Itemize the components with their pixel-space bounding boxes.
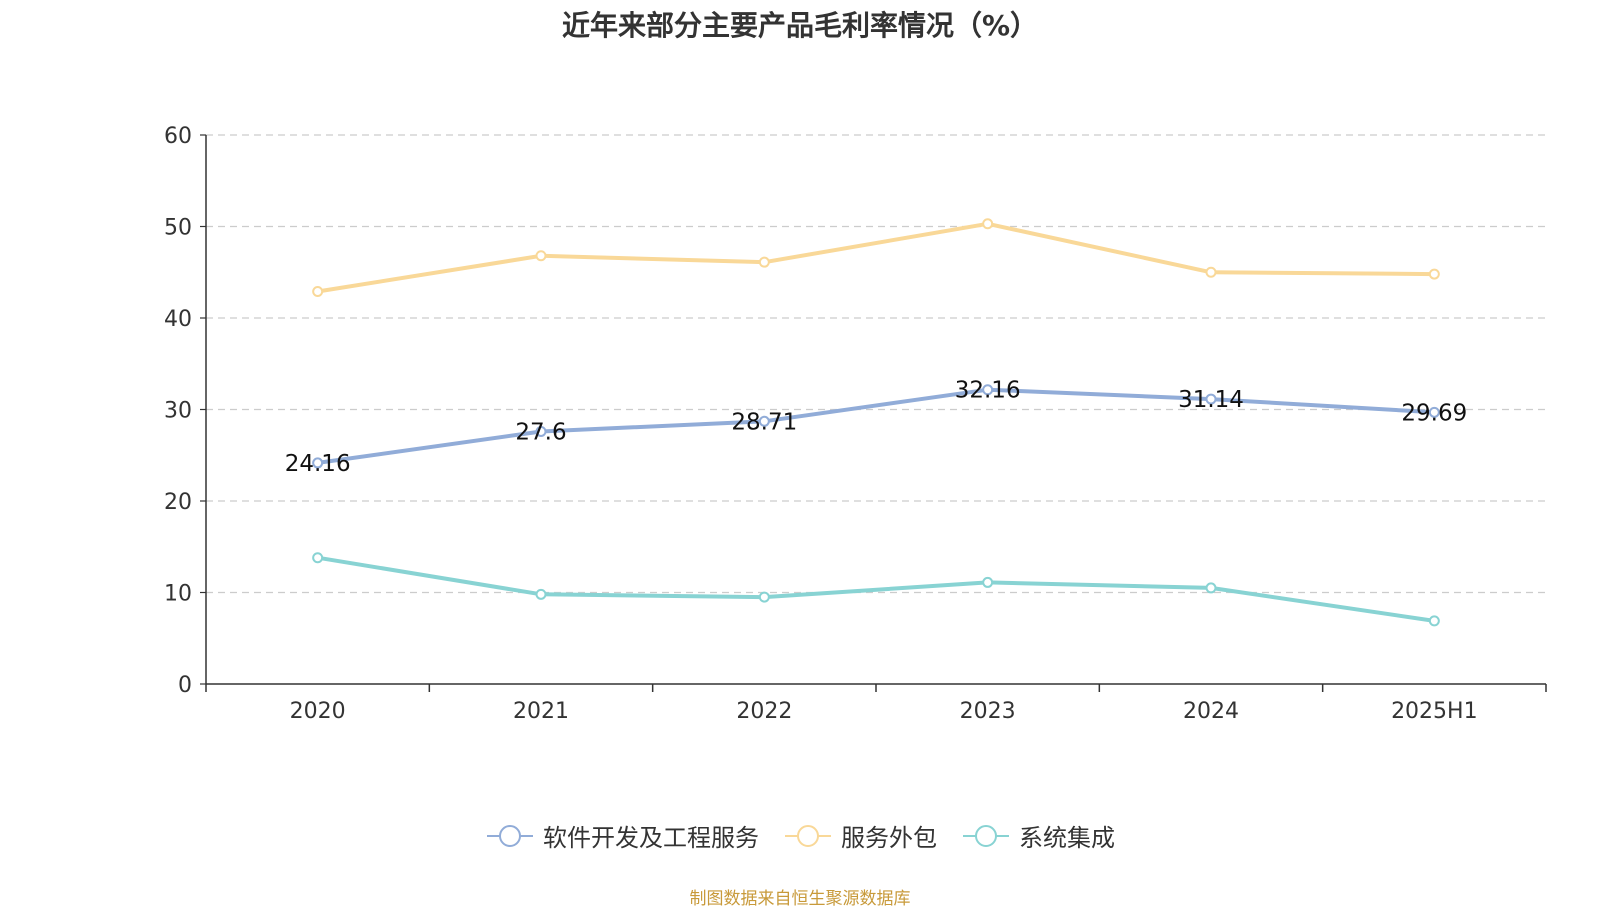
legend-item[interactable]: 软件开发及工程服务 — [485, 818, 759, 853]
gridlines — [206, 134, 1546, 594]
legend: 软件开发及工程服务 服务外包 系统集成 — [0, 818, 1600, 853]
data-label: 31.14 — [1178, 387, 1244, 413]
data-point — [982, 218, 994, 230]
data-point — [1428, 406, 1440, 418]
legend-label: 服务外包 — [841, 824, 937, 852]
legend-label: 软件开发及工程服务 — [543, 824, 759, 852]
data-point — [312, 285, 324, 297]
data-labels: 24.16 27.6 28.71 32.16 31.14 29.69 — [285, 378, 1468, 477]
legend-item[interactable]: 系统集成 — [961, 818, 1115, 853]
y-tick-label: 40 — [164, 307, 192, 332]
data-point — [982, 576, 994, 588]
legend-swatch-icon — [963, 824, 1009, 847]
legend-swatch-icon — [487, 824, 533, 847]
legend-item[interactable]: 服务外包 — [783, 818, 937, 853]
series-line — [315, 387, 1437, 465]
x-tick-label: 2022 — [736, 699, 792, 724]
data-point — [535, 425, 547, 437]
data-point — [1205, 582, 1217, 594]
y-tick-label: 20 — [164, 490, 192, 515]
y-tick-label: 10 — [164, 582, 192, 607]
legend-swatch-icon — [785, 824, 831, 847]
data-label: 28.71 — [731, 409, 797, 435]
data-point — [758, 256, 770, 268]
x-tick-label: 2021 — [513, 699, 569, 724]
chart-title: 近年来部分主要产品毛利率情况（%） — [561, 9, 1039, 42]
x-tick-label: 2024 — [1183, 699, 1239, 724]
legend-label: 系统集成 — [1019, 824, 1115, 852]
data-point — [535, 250, 547, 262]
y-tick-label: 30 — [164, 399, 192, 424]
data-label: 27.6 — [515, 419, 566, 445]
data-point — [758, 591, 770, 603]
y-tick-label: 50 — [164, 216, 192, 241]
data-point — [1428, 615, 1440, 627]
data-label: 32.16 — [955, 378, 1021, 404]
data-point — [312, 552, 324, 564]
series-line — [315, 555, 1437, 623]
data-point — [758, 415, 770, 427]
series-line — [315, 221, 1437, 294]
data-point — [535, 588, 547, 600]
y-tick-label: 60 — [164, 124, 192, 149]
series-lines — [312, 218, 1440, 627]
x-tick-label: 2020 — [290, 699, 346, 724]
y-tick-label: 0 — [178, 673, 192, 698]
data-point — [1428, 268, 1440, 280]
x-tick-label: 2023 — [960, 699, 1016, 724]
data-point — [312, 457, 324, 469]
axes: 0 10 20 30 40 50 60 2020 2021 2022 2023 2024 2025H1 — [164, 124, 1547, 724]
data-label: 24.16 — [285, 451, 351, 477]
data-label: 29.69 — [1401, 400, 1467, 426]
data-point — [1205, 266, 1217, 278]
data-point — [1205, 393, 1217, 405]
source-note: 制图数据来自恒生聚源数据库 — [689, 889, 911, 909]
data-point — [982, 384, 994, 396]
x-tick-label: 2025H1 — [1391, 699, 1478, 724]
